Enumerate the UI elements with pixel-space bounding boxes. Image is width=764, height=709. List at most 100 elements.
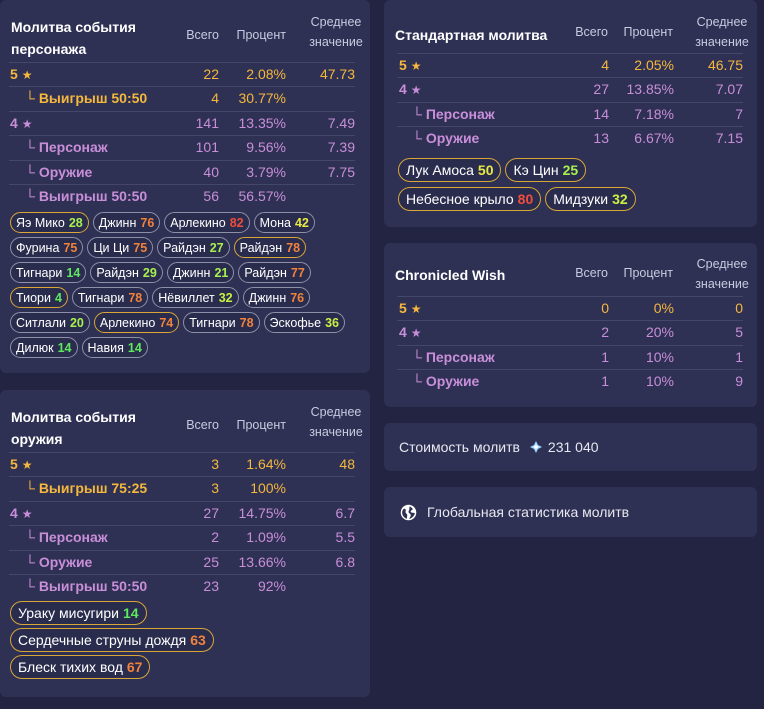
pull-tag: Арлекино 74 [93, 312, 180, 333]
pull-tag: Фурина 75 [10, 237, 84, 258]
pull-tag: Блеск тихих вод 67 [10, 655, 151, 679]
pull-tag: Ци Ци 75 [87, 237, 154, 258]
pull-tag-name: Небесное крыло [406, 191, 514, 207]
table-row-4star: 4 ★ 27 14.75% 6.7 [9, 500, 355, 525]
star-icon: ★ [21, 116, 33, 131]
column-percent-header: Процент [236, 28, 287, 42]
table-row-character: └ Персонаж 101 9.56% 7.39 [9, 135, 355, 159]
table-row-5star: 5 ★ 4 2.05% 46.75 [397, 53, 743, 77]
pull-tag-name: Тигнари [16, 265, 63, 280]
pull-tag-count: 28 [68, 215, 83, 230]
pull-tag: Джинн 76 [92, 212, 161, 233]
pull-tag-count: 80 [517, 191, 534, 207]
wish-cost-card: Стоимость молитв 231 040 [384, 423, 757, 471]
table-row-character: └ Персонаж 14 7.18% 7 [397, 101, 743, 126]
pull-tag: Ситлали 20 [10, 312, 90, 333]
pull-tag-count: 27 [209, 240, 224, 255]
pull-tag-name: Эскофье [269, 315, 322, 330]
pull-tag-name: Тигнари [189, 315, 236, 330]
pull-tag: Райдэн 29 [90, 262, 163, 283]
pull-tag-name: Райдэн [163, 240, 206, 255]
pull-tag-count: 82 [229, 215, 244, 230]
pull-tag-count: 74 [159, 315, 174, 330]
pull-tag-name: Нёвиллет [158, 290, 215, 305]
pull-tag-count: 78 [286, 240, 301, 255]
column-average-header: Среднее значение [309, 15, 363, 49]
pull-tag-name: Навия [87, 340, 124, 355]
pull-tag-name: Тигнари [77, 290, 125, 305]
table-row-weapon: └ Оружие 13 6.67% 7.15 [397, 126, 743, 150]
stats-table: 5 ★ 22 2.08% 47.73 └ Выигрыш 50:50 4 30.… [9, 62, 355, 208]
column-percent-header: Процент [623, 25, 674, 39]
primogem-icon [529, 441, 542, 453]
table-row-5star: 5 ★ 22 2.08% 47.73 [9, 62, 355, 86]
pull-tag: Мидзуки 32 [545, 187, 636, 211]
pull-tag: Мона 42 [253, 212, 315, 233]
pull-tag: Райдэн 78 [233, 237, 307, 258]
card-header: Chronicled Wish Всего Процент Среднее зн… [384, 243, 757, 305]
stats-table: 5 ★ 4 2.05% 46.75 4 ★ 27 13.85% 7.07 └ П… [397, 53, 743, 151]
pull-tag: Небесное крыло 80 [398, 187, 542, 211]
star-icon: ★ [410, 302, 422, 316]
pull-tag-count: 21 [214, 265, 229, 280]
pull-tag: Тигнари 78 [183, 312, 260, 333]
pull-tag-name: Арлекино [170, 215, 226, 230]
card-header: Молитва события персонажа Всего Процент … [0, 0, 370, 62]
pull-tag-name: Блеск тихих вод [18, 659, 123, 675]
table-row-4star: 4 ★ 2 20% 5 [397, 320, 743, 344]
pull-tag: Лук Амоса 50 [398, 158, 502, 182]
pull-tag-count: 14 [66, 265, 81, 280]
column-percent-header: Процент [623, 266, 674, 280]
pull-tag: Ураку мисугири 14 [10, 601, 147, 625]
pull-tag-name: Джинн [248, 290, 287, 305]
column-average-header: Среднее значение [309, 405, 363, 439]
table-row-win-5050-4star: └ Выигрыш 50:50 56 56.57% [9, 183, 355, 208]
stats-table: 5 ★ 0 0% 0 4 ★ 2 20% 5 └ Персонаж 1 10% … [397, 296, 743, 394]
pull-tag: Нёвиллет 32 [152, 287, 239, 308]
weapon-pull-tags: Ураку мисугири 14 Сердечные струны дождя 63… [10, 601, 230, 679]
column-total-header: Всего [575, 266, 608, 280]
star-icon: ★ [410, 83, 422, 98]
table-row-win-5050: └ Выигрыш 50:50 4 30.77% [9, 86, 355, 110]
column-average-header: Среднее значение [695, 257, 749, 291]
pull-tag-count: 67 [126, 659, 143, 675]
card-title: Молитва события персонажа [11, 19, 136, 57]
star-icon: ★ [21, 458, 33, 472]
pull-tag: Дилюк 14 [10, 337, 78, 358]
pull-tag-count: 29 [142, 265, 157, 280]
table-row-4star: 4 ★ 27 13.85% 7.07 [397, 77, 743, 101]
pull-tag: Райдэн 27 [157, 237, 230, 258]
pull-tag-name: Тиори [16, 290, 51, 305]
card-title: Chronicled Wish [395, 267, 506, 283]
star-icon: ★ [410, 59, 422, 73]
pull-tag: Эскофье 36 [263, 312, 345, 333]
chronicled-wish-card: Chronicled Wish Всего Процент Среднее зн… [384, 243, 757, 407]
pull-tag-name: Ураку мисугири [18, 605, 119, 621]
star-icon: ★ [410, 326, 422, 341]
pull-tag-name: Ситлали [16, 315, 66, 330]
pull-tag: Тигнари 78 [71, 287, 149, 308]
pull-tag: Тиори 4 [10, 287, 68, 308]
pull-tag: Кэ Цин 25 [505, 158, 587, 182]
pull-tag-name: Фурина [16, 240, 60, 255]
table-row-weapon: └ Оружие 40 3.79% 7.75 [9, 159, 355, 184]
pull-tag-count: 75 [133, 240, 148, 255]
pull-tag-name: Райдэн [239, 240, 283, 255]
pull-tag-name: Яэ Мико [16, 215, 65, 230]
pull-tag-name: Арлекино [99, 315, 156, 330]
pull-tag-name: Лук Амоса [406, 162, 474, 178]
pull-tag-count: 20 [69, 315, 84, 330]
column-average-header: Среднее значение [695, 15, 749, 49]
pull-tag-count: 42 [294, 215, 309, 230]
card-title: Стандартная молитва [395, 27, 548, 43]
pull-tag-count: 14 [57, 340, 72, 355]
pull-tag: Джинн 76 [242, 287, 311, 308]
pull-tag: Арлекино 82 [164, 212, 250, 233]
pull-tag-count: 32 [218, 290, 233, 305]
pull-tag-name: Джинн [172, 265, 211, 280]
pull-tag-count: 4 [54, 290, 62, 305]
globe-icon [400, 504, 417, 521]
pull-tag-count: 25 [562, 162, 579, 178]
global-stats-link[interactable]: Глобальная статистика молитв [384, 487, 757, 537]
star-icon: ★ [21, 506, 33, 521]
